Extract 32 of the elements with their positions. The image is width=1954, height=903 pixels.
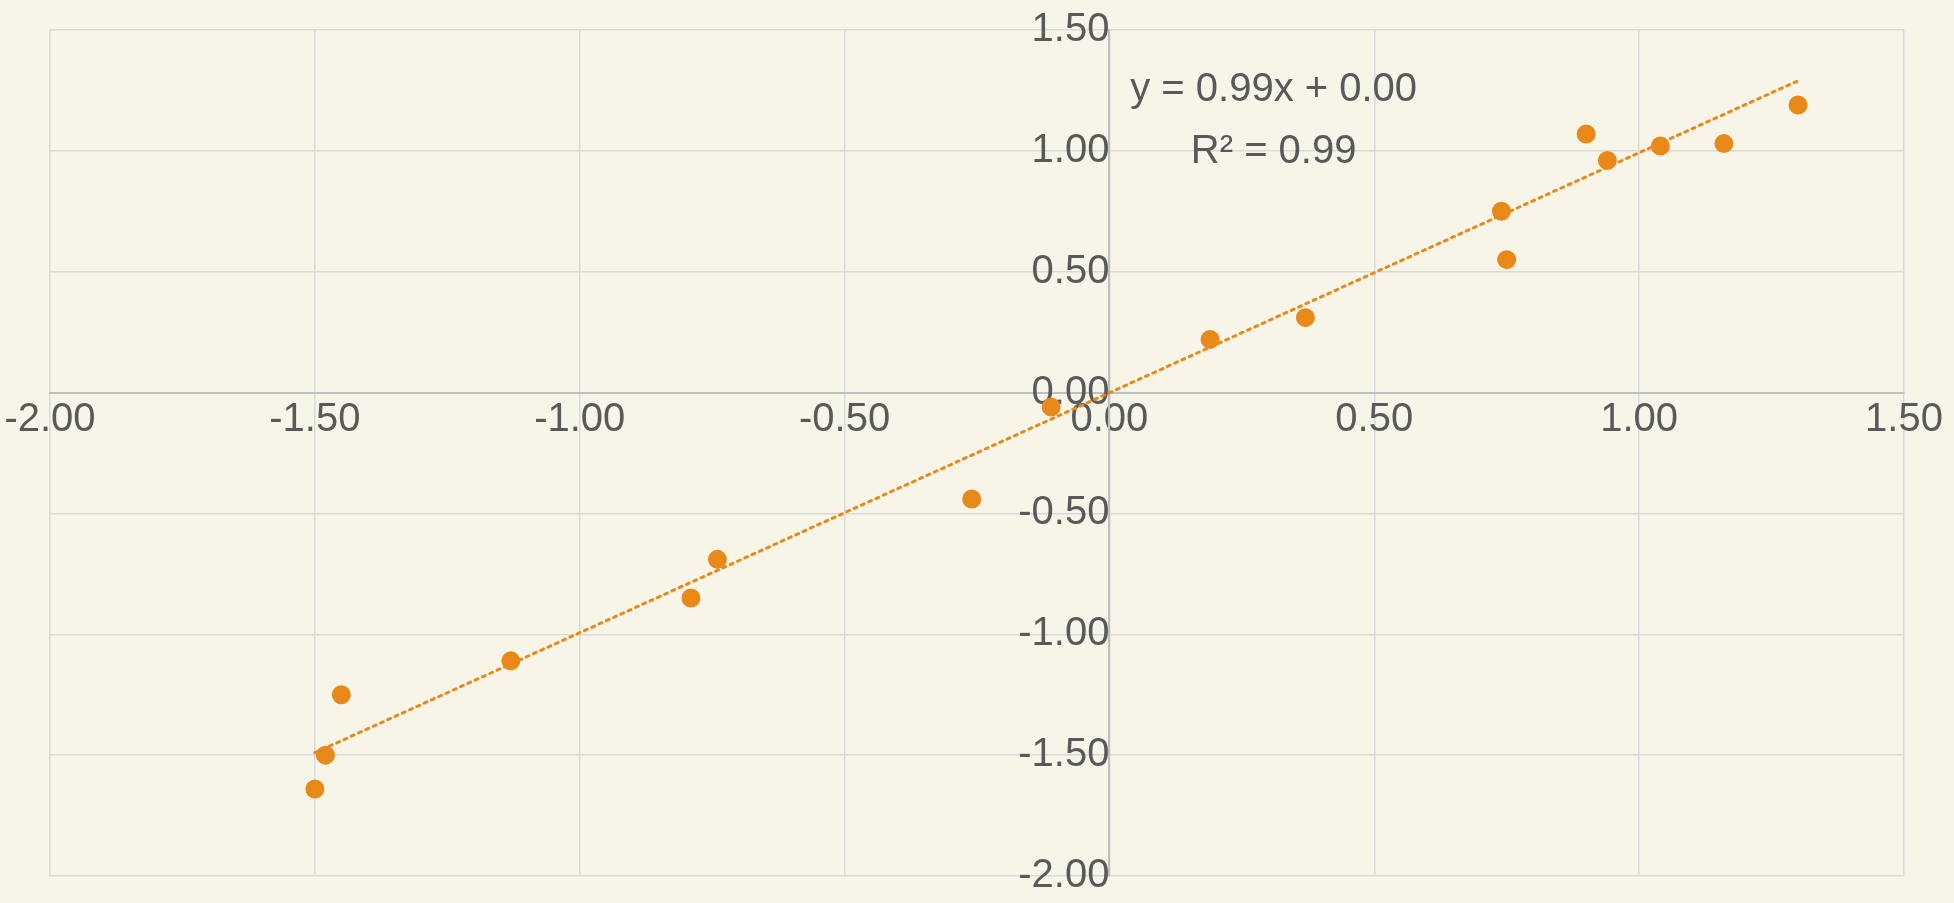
point <box>962 489 982 509</box>
x-tick-label: -1.00 <box>534 394 626 439</box>
y-tick-label: 1.50 <box>1031 5 1110 50</box>
point <box>707 549 727 569</box>
point <box>315 745 335 765</box>
y-tick-label: -0.50 <box>1018 488 1110 533</box>
point <box>681 588 701 608</box>
point <box>1491 201 1511 221</box>
point <box>305 779 325 799</box>
y-tick-label: 0.50 <box>1031 246 1110 291</box>
x-tick-label: -0.50 <box>798 394 891 439</box>
x-tick-label: 1.50 <box>1865 394 1943 439</box>
point <box>1597 151 1617 171</box>
point <box>1200 329 1220 349</box>
y-tick-label: -2.00 <box>1018 851 1110 896</box>
point <box>1295 308 1315 328</box>
x-tick-label: 1.00 <box>1600 394 1679 439</box>
point <box>331 685 351 705</box>
y-tick-label: -1.50 <box>1018 730 1110 775</box>
annotation: R² = 0.99 <box>1190 127 1357 172</box>
x-tick-label: 0.50 <box>1335 394 1414 439</box>
point <box>1788 95 1808 115</box>
point <box>1576 124 1596 144</box>
x-tick-label: -2.00 <box>4 394 96 439</box>
x-tick-label: -1.50 <box>269 394 361 439</box>
annotation: y = 0.99x + 0.00 <box>1130 65 1418 110</box>
y-tick-label: -1.00 <box>1018 609 1110 654</box>
y-tick-label: 1.00 <box>1031 125 1110 170</box>
point <box>501 651 521 671</box>
point <box>1714 134 1734 154</box>
point <box>1497 250 1517 270</box>
point <box>1650 136 1670 156</box>
